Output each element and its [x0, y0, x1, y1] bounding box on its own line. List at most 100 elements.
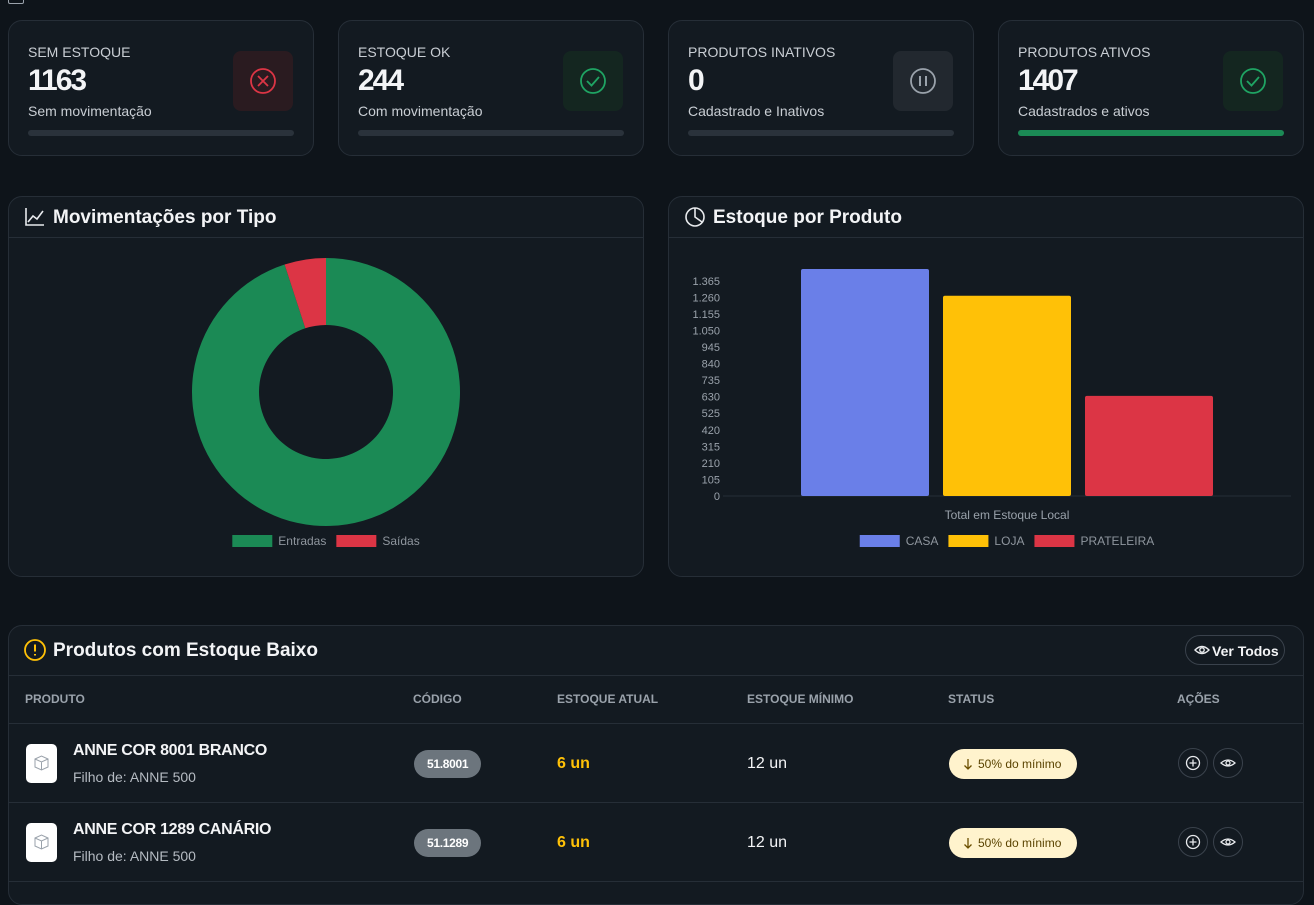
- product-parent: Filho de: ANNE 500: [73, 848, 196, 864]
- action-icon: [1185, 755, 1201, 771]
- table-divider: [9, 675, 1303, 676]
- code-pill: 51.8001: [414, 750, 482, 778]
- card-value: 244: [358, 64, 404, 97]
- bar: [801, 269, 929, 496]
- button-label: Ver Todos: [1212, 643, 1279, 659]
- y-tick-label: 630: [702, 392, 720, 404]
- panel-divider: [669, 237, 1303, 238]
- action-icon: [1220, 838, 1236, 846]
- icon-shape: [1194, 645, 1210, 655]
- progress-track: [358, 130, 624, 136]
- legend-label: Saídas: [382, 534, 419, 548]
- product-name: ANNE COR 1289 CANÁRIO: [73, 821, 272, 838]
- stat-card: SEM ESTOQUE 1163 Sem movimentação: [8, 20, 314, 156]
- row-divider: [9, 802, 1303, 803]
- x-tick-label: Total em Estoque Local: [945, 508, 1070, 522]
- down-arrow: [964, 838, 972, 849]
- status-pill: 50% do mínimo: [949, 749, 1077, 779]
- card-label: PRODUTOS ATIVOS: [1018, 44, 1151, 60]
- chart-panel: Estoque por Produto 0 105 210 315 420 525 630 73…: [668, 196, 1304, 577]
- icon-shape: [1220, 759, 1236, 767]
- status-pill: 50% do mínimo: [949, 828, 1077, 858]
- legend-label: CASA: [906, 534, 939, 548]
- y-tick-label: 1.260: [692, 292, 720, 304]
- add-button[interactable]: [1178, 827, 1208, 857]
- legend-label: Entradas: [278, 534, 326, 548]
- progress-track: [688, 130, 954, 136]
- legend-label: PRATELEIRA: [1080, 534, 1154, 548]
- minimum-stock: 12 un: [747, 755, 788, 772]
- card-value: 1163: [28, 64, 87, 97]
- warning-icon: [24, 639, 46, 661]
- icon-shape: [25, 208, 44, 226]
- y-tick-label: 1.050: [692, 325, 720, 337]
- y-tick-label: 1.365: [692, 276, 720, 288]
- legend-label: LOJA: [994, 534, 1024, 548]
- pie-slice: [191, 258, 460, 526]
- progress-fill: [1018, 130, 1284, 136]
- icon-shape: [1225, 839, 1231, 845]
- column-header: CÓDIGO: [413, 692, 462, 706]
- icon-shape: [694, 208, 703, 223]
- card-label: SEM ESTOQUE: [28, 44, 131, 60]
- icon-shape: [1220, 838, 1236, 846]
- panel-divider: [9, 237, 643, 238]
- view-button[interactable]: [1213, 827, 1243, 857]
- card-icon: [233, 51, 293, 111]
- icon-shape: [1225, 760, 1231, 766]
- column-header: STATUS: [948, 692, 995, 706]
- y-tick-label: 1.155: [692, 309, 720, 321]
- box-icon: [34, 755, 49, 771]
- panel-icon: [685, 207, 705, 227]
- chart-panel: Movimentações por Tipo Entradas Saídas: [8, 196, 644, 577]
- icon-shape: [964, 759, 972, 770]
- icon-shape: [1185, 755, 1201, 771]
- bar: [1085, 395, 1213, 496]
- status-text: 50% do mínimo: [978, 757, 1062, 771]
- view-all-button[interactable]: Ver Todos: [1185, 635, 1285, 665]
- add-button[interactable]: [1178, 748, 1208, 778]
- y-tick-label: 315: [702, 441, 720, 453]
- eye-icon: [1194, 645, 1210, 655]
- column-header: PRODUTO: [25, 692, 85, 706]
- stat-card: ESTOQUE OK 244 Com movimentação: [338, 20, 644, 156]
- legend: Entradas Saídas: [232, 534, 420, 548]
- current-stock: 6 un: [557, 755, 590, 772]
- current-stock: 6 un: [557, 834, 590, 851]
- column-header: ESTOQUE ATUAL: [557, 692, 659, 706]
- product-name: ANNE COR 8001 BRANCO: [73, 742, 268, 759]
- icon-shape: [257, 75, 269, 87]
- column-header: ESTOQUE MÍNIMO: [747, 692, 854, 706]
- y-tick-label: 210: [702, 458, 720, 470]
- legend-swatch: [859, 535, 900, 547]
- card-icon: [563, 51, 623, 111]
- icon-shape: [1199, 647, 1205, 653]
- legend-swatch: [336, 535, 377, 547]
- stat-card: PRODUTOS INATIVOS 0 Cadastrado e Inativos: [668, 20, 974, 156]
- y-tick-label: 0: [714, 491, 720, 503]
- card-value: 0: [688, 64, 705, 97]
- table-panel: Produtos com Estoque Baixo Ver Todos PRODU…: [8, 625, 1304, 905]
- status-text: 50% do mínimo: [978, 836, 1062, 850]
- icon-shape: [964, 838, 972, 849]
- view-button[interactable]: [1213, 748, 1243, 778]
- card-value: 1407: [1018, 64, 1079, 97]
- legend-swatch: [1034, 535, 1075, 547]
- y-tick-label: 105: [702, 474, 720, 486]
- y-tick-label: 735: [702, 375, 720, 387]
- card-icon: [1223, 51, 1283, 111]
- action-icon: [1185, 834, 1201, 850]
- chart: 0 105 210 315 420 525 630 735 840 945 1.050 1.155 1.…: [692, 269, 1291, 548]
- panel-title: Estoque por Produto: [713, 207, 902, 228]
- icon-shape: [1246, 76, 1260, 87]
- legend: CASA LOJA PRATELEIRA: [859, 534, 1154, 548]
- card-label: PRODUTOS INATIVOS: [688, 44, 836, 60]
- icon-shape: [1189, 759, 1197, 767]
- icon-shape: [250, 68, 276, 94]
- product-image: [26, 823, 57, 862]
- minimum-stock: 12 un: [747, 834, 788, 851]
- pie-slice: [284, 258, 326, 329]
- column-header: AÇÕES: [1177, 692, 1220, 706]
- icon-shape: [919, 76, 927, 86]
